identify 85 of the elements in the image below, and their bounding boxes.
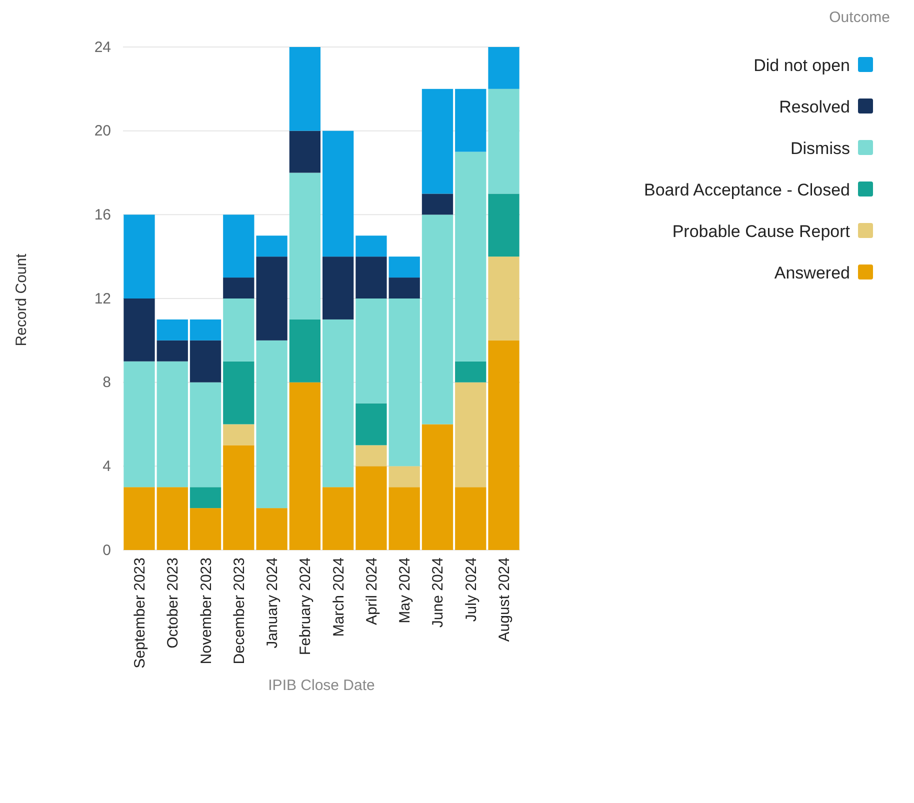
bar — [124, 214, 155, 298]
bar — [190, 382, 222, 488]
bar — [124, 487, 155, 550]
x-tick-label: December 2023 — [230, 558, 248, 664]
x-tick-label: September 2023 — [131, 558, 148, 668]
x-tick-label: October 2023 — [164, 558, 182, 648]
y-tick-label: 8 — [102, 374, 111, 392]
x-tick-label: May 2024 — [396, 558, 414, 624]
bar — [256, 236, 288, 257]
bar — [455, 487, 486, 550]
bar — [223, 298, 254, 362]
bar — [488, 88, 520, 194]
bar — [455, 382, 486, 488]
bar — [156, 361, 188, 488]
bar — [289, 130, 321, 173]
legend-label: Answered — [774, 263, 850, 282]
bar — [356, 256, 387, 298]
legend-label: Did not open — [754, 56, 850, 75]
y-tick-label: 16 — [94, 206, 111, 224]
bar — [289, 172, 321, 320]
legend-label: Dismiss — [790, 138, 850, 158]
bar — [190, 508, 222, 550]
x-tick-label: February 2024 — [297, 558, 314, 656]
bar — [156, 319, 188, 340]
bar — [223, 445, 254, 550]
legend-label: Probable Cause Report — [672, 222, 850, 241]
bar — [356, 298, 387, 404]
bar — [223, 424, 254, 446]
y-tick-label: 24 — [94, 38, 111, 56]
x-tick-label: July 2024 — [462, 558, 480, 622]
bar — [190, 340, 222, 382]
bar — [388, 466, 420, 488]
bar — [356, 466, 387, 550]
bar — [356, 445, 387, 466]
bar — [156, 340, 188, 362]
x-tick-label: November 2023 — [198, 558, 215, 664]
bar — [422, 88, 454, 194]
bar — [388, 298, 420, 466]
bar — [488, 194, 520, 257]
bar — [256, 340, 288, 508]
bar — [256, 256, 288, 340]
x-tick-label: March 2024 — [330, 558, 348, 637]
bar — [488, 256, 520, 340]
x-tick-label: April 2024 — [363, 558, 380, 626]
legend-label: Resolved — [779, 97, 850, 116]
bar — [388, 278, 420, 298]
bar — [124, 298, 155, 362]
bar — [190, 487, 222, 508]
bar — [455, 361, 486, 382]
bar — [455, 88, 486, 152]
y-tick-label: 0 — [102, 542, 111, 559]
x-tick-label: August 2024 — [496, 558, 514, 642]
bar — [488, 47, 520, 89]
bar — [322, 130, 354, 257]
bar — [422, 194, 454, 215]
bar — [488, 340, 520, 550]
bar — [124, 361, 155, 488]
bar — [223, 214, 254, 278]
bar — [356, 236, 387, 257]
bar — [322, 487, 354, 550]
y-tick-label: 20 — [94, 122, 111, 140]
x-tick-label: January 2024 — [264, 558, 282, 648]
bar — [289, 319, 321, 382]
legend-title: Outcome — [829, 9, 890, 26]
bar — [388, 256, 420, 278]
y-axis-title: Record Count — [13, 252, 30, 346]
y-tick-label: 12 — [94, 290, 111, 308]
bar — [156, 487, 188, 550]
x-axis-title: IPIB Close Date — [268, 677, 375, 694]
bar — [289, 382, 321, 550]
bar — [322, 256, 354, 320]
bar — [422, 214, 454, 424]
bar — [356, 403, 387, 446]
bar — [289, 47, 321, 131]
x-tick-label: June 2024 — [430, 558, 447, 628]
bar — [388, 487, 420, 550]
legend-label: Board Acceptance - Closed — [644, 180, 850, 200]
bar — [190, 319, 222, 340]
bar — [322, 319, 354, 488]
bar — [256, 508, 288, 550]
bar — [223, 361, 254, 424]
bar — [422, 424, 454, 550]
bar — [223, 278, 254, 298]
bar — [455, 152, 486, 362]
y-tick-label: 4 — [102, 458, 111, 475]
